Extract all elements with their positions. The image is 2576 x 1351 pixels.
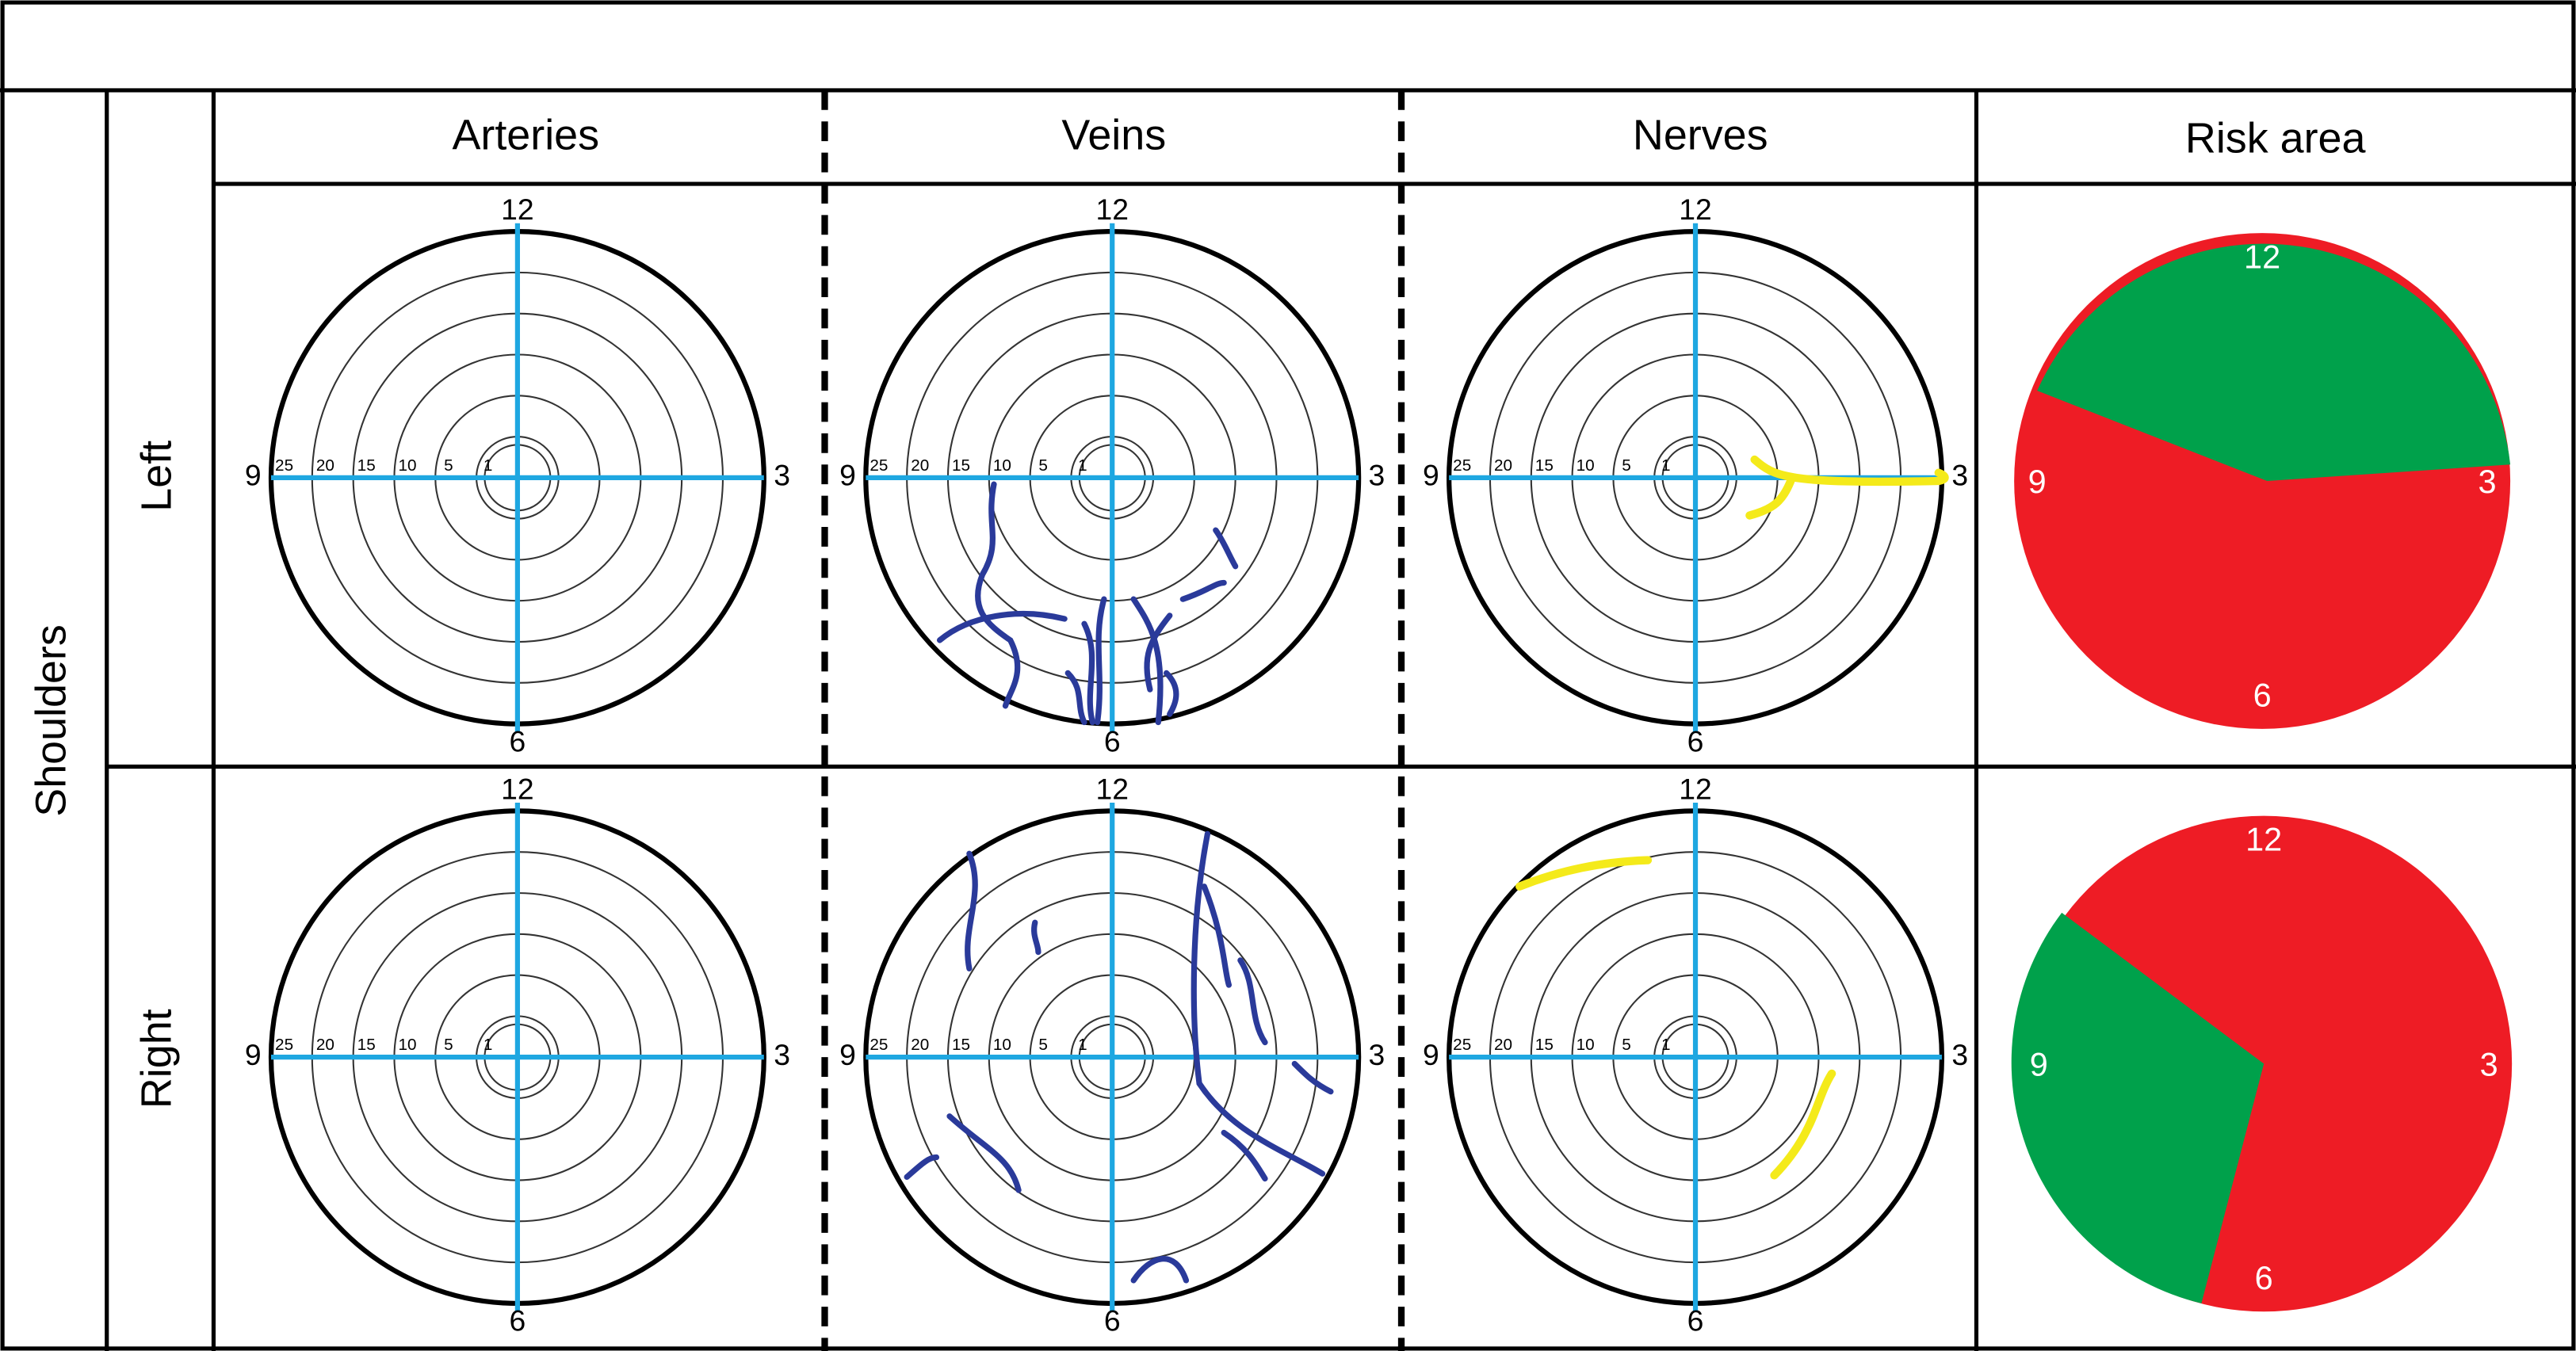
ring-label: 20	[1494, 1036, 1512, 1054]
ring-label: 5	[1038, 456, 1048, 475]
clock-label: 3	[1369, 1038, 1385, 1071]
clock-label: 9	[1423, 459, 1439, 492]
risk-pie	[2014, 233, 2511, 729]
ring-label: 5	[444, 1036, 453, 1054]
ring-label: 20	[1494, 456, 1512, 475]
clock-label: 6	[1104, 1304, 1121, 1338]
ring-label: 15	[952, 1036, 970, 1054]
clock-label: 9	[245, 1038, 262, 1071]
clock-label: 6	[510, 1304, 526, 1338]
ring-label: 1	[483, 1036, 493, 1054]
clock-label: 12	[501, 772, 533, 805]
ring-label: 25	[275, 1036, 293, 1054]
row-label: Right	[132, 1009, 180, 1109]
ring-label: 1	[1078, 1036, 1087, 1054]
clock-label: 3	[774, 459, 790, 492]
ring-label: 10	[1577, 456, 1595, 475]
ring-label: 10	[993, 1036, 1011, 1054]
column-header: Arteries	[452, 111, 599, 158]
ring-label: 15	[1535, 456, 1554, 475]
clock-label: 12	[1095, 193, 1128, 226]
ring-label: 10	[1577, 1036, 1595, 1054]
risk-label: 3	[2479, 463, 2497, 500]
ring-label: 10	[399, 1036, 417, 1054]
risk-label: 3	[2480, 1046, 2498, 1083]
nerve-drawing	[1770, 1069, 1836, 1180]
ring-label: 15	[357, 456, 376, 475]
clock-label: 12	[1679, 772, 1711, 805]
ring-label: 5	[444, 456, 453, 475]
column-header: Veins	[1061, 111, 1166, 158]
clock-label: 3	[1951, 1038, 1968, 1071]
ring-label: 5	[1622, 456, 1631, 475]
clock-label: 9	[1423, 1038, 1439, 1071]
ring-label: 10	[993, 456, 1011, 475]
column-header: Nerves	[1633, 111, 1768, 158]
clock-label: 3	[1369, 459, 1385, 492]
ring-label: 20	[316, 456, 334, 475]
ring-label: 5	[1622, 1036, 1631, 1054]
risk-label: 6	[2253, 676, 2272, 713]
risk-label: 9	[2030, 1046, 2048, 1083]
ring-label: 5	[1038, 1036, 1048, 1054]
clock-label: 3	[774, 1038, 790, 1071]
clock-label: 6	[1104, 724, 1121, 758]
ring-label: 25	[275, 456, 293, 475]
risk-labels: 12 6 9 3 12 6 9 3	[2028, 238, 2498, 1296]
nerve-drawing	[1745, 476, 1795, 520]
ring-label: 25	[1453, 1036, 1471, 1054]
ring-label: 20	[316, 1036, 334, 1054]
clock-label: 6	[510, 724, 526, 758]
ring-label: 15	[357, 1036, 376, 1054]
column-header: Risk area	[2185, 114, 2366, 162]
vein-drawings	[936, 481, 1239, 726]
clock-label: 12	[1679, 193, 1711, 226]
clock-label: 9	[839, 459, 856, 492]
clock-label: 6	[1687, 1304, 1704, 1338]
clock-label: 9	[839, 1038, 856, 1071]
risk-label: 9	[2028, 463, 2047, 500]
ring-label: 1	[1078, 456, 1087, 475]
clock-label: 12	[501, 193, 533, 226]
vein-drawings	[904, 830, 1334, 1284]
ring-label: 20	[911, 456, 929, 475]
clock-label: 3	[1951, 459, 1968, 492]
ring-label: 15	[1535, 1036, 1554, 1054]
row-label: Left	[132, 441, 180, 512]
ring-label: 15	[952, 456, 970, 475]
ring-label: 1	[1661, 1036, 1671, 1054]
risk-label: 12	[2245, 821, 2282, 858]
ring-label: 25	[869, 456, 888, 475]
ring-label: 10	[399, 456, 417, 475]
ring-label: 25	[1453, 456, 1471, 475]
clock-label: 12	[1095, 772, 1128, 805]
clock-label: 6	[1687, 724, 1704, 758]
ring-label: 1	[1661, 456, 1671, 475]
risk-pie	[2011, 815, 2513, 1312]
row-group-label: Shoulders	[28, 624, 75, 816]
ring-label: 1	[483, 456, 493, 475]
risk-label: 12	[2244, 238, 2280, 275]
ring-label: 20	[911, 1036, 929, 1054]
nerve-drawing	[1515, 856, 1653, 891]
ring-label: 25	[869, 1036, 888, 1054]
clock-label: 9	[245, 459, 262, 492]
nerve-drawing	[1750, 455, 1949, 487]
risk-label: 6	[2255, 1259, 2273, 1296]
